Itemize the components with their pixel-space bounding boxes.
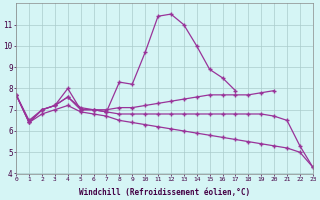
X-axis label: Windchill (Refroidissement éolien,°C): Windchill (Refroidissement éolien,°C) xyxy=(79,188,250,197)
